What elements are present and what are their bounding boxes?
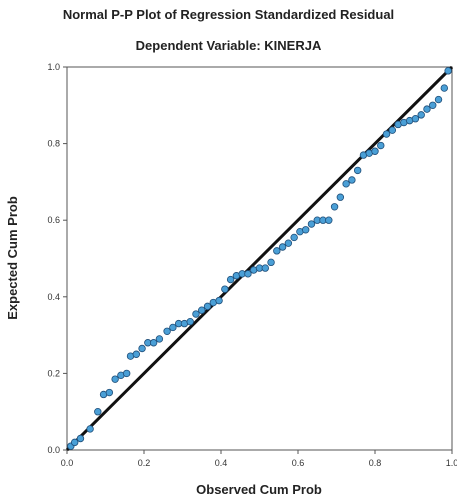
data-point bbox=[155, 335, 164, 343]
data-point bbox=[169, 323, 177, 332]
data-point bbox=[302, 226, 310, 234]
data-point bbox=[353, 166, 362, 175]
data-point bbox=[417, 111, 425, 119]
data-point bbox=[105, 388, 114, 397]
data-point bbox=[388, 126, 397, 134]
data-point bbox=[273, 247, 281, 255]
data-point bbox=[94, 408, 102, 416]
data-point bbox=[261, 264, 269, 272]
x-tick-label: 0.2 bbox=[138, 458, 151, 468]
y-tick-label: 0.8 bbox=[47, 139, 60, 149]
x-tick-label: 0.6 bbox=[292, 458, 305, 468]
data-point bbox=[163, 327, 171, 335]
data-point bbox=[132, 350, 140, 358]
data-point bbox=[186, 317, 194, 326]
x-tick-label: 0.8 bbox=[369, 458, 382, 468]
data-point bbox=[423, 105, 431, 113]
data-point bbox=[70, 438, 79, 447]
y-axis-ticks: 0.0 0.2 0.4 0.6 0.8 1.0 bbox=[47, 62, 67, 455]
data-point bbox=[307, 220, 316, 228]
data-point bbox=[215, 296, 223, 305]
data-point bbox=[267, 258, 275, 267]
data-point bbox=[444, 67, 452, 75]
data-point bbox=[86, 425, 94, 433]
y-tick-label: 0.6 bbox=[47, 215, 60, 225]
x-axis-label: Observed Cum Prob bbox=[196, 482, 322, 497]
data-point bbox=[122, 369, 131, 378]
data-point bbox=[111, 375, 119, 383]
data-point bbox=[348, 176, 356, 184]
data-point bbox=[244, 270, 252, 278]
data-point bbox=[411, 115, 420, 123]
data-point bbox=[440, 84, 448, 92]
data-point bbox=[382, 130, 391, 138]
x-tick-label: 1.0 bbox=[446, 458, 457, 468]
data-point bbox=[371, 147, 379, 155]
data-point bbox=[336, 193, 345, 201]
data-point bbox=[149, 339, 158, 347]
data-point bbox=[284, 239, 293, 247]
x-tick-label: 0.0 bbox=[61, 458, 74, 468]
y-tick-label: 1.0 bbox=[47, 62, 60, 72]
y-tick-label: 0.0 bbox=[47, 445, 60, 455]
data-point bbox=[434, 95, 443, 104]
data-point bbox=[377, 141, 385, 150]
x-tick-label: 0.4 bbox=[215, 458, 228, 468]
data-point bbox=[138, 344, 146, 353]
data-point bbox=[429, 101, 437, 109]
data-point bbox=[203, 302, 212, 311]
y-tick-label: 0.2 bbox=[47, 368, 60, 378]
data-point bbox=[226, 275, 235, 284]
chart-title: Normal P-P Plot of Regression Standardiz… bbox=[62, 7, 395, 22]
data-point bbox=[342, 180, 350, 188]
data-point bbox=[198, 306, 206, 314]
data-point bbox=[192, 310, 200, 318]
y-axis-label: Expected Cum Prob bbox=[5, 196, 20, 320]
data-point bbox=[290, 233, 298, 242]
data-point bbox=[221, 285, 229, 293]
data-point bbox=[325, 216, 333, 224]
scatter-points bbox=[67, 67, 452, 450]
y-tick-label: 0.4 bbox=[47, 292, 60, 302]
chart-subtitle: Dependent Variable: KINERJA bbox=[135, 38, 322, 53]
data-point bbox=[76, 434, 85, 443]
x-axis-ticks: 0.0 0.2 0.4 0.6 0.8 1.0 bbox=[61, 450, 457, 468]
data-point bbox=[278, 243, 287, 251]
data-point bbox=[330, 203, 339, 211]
